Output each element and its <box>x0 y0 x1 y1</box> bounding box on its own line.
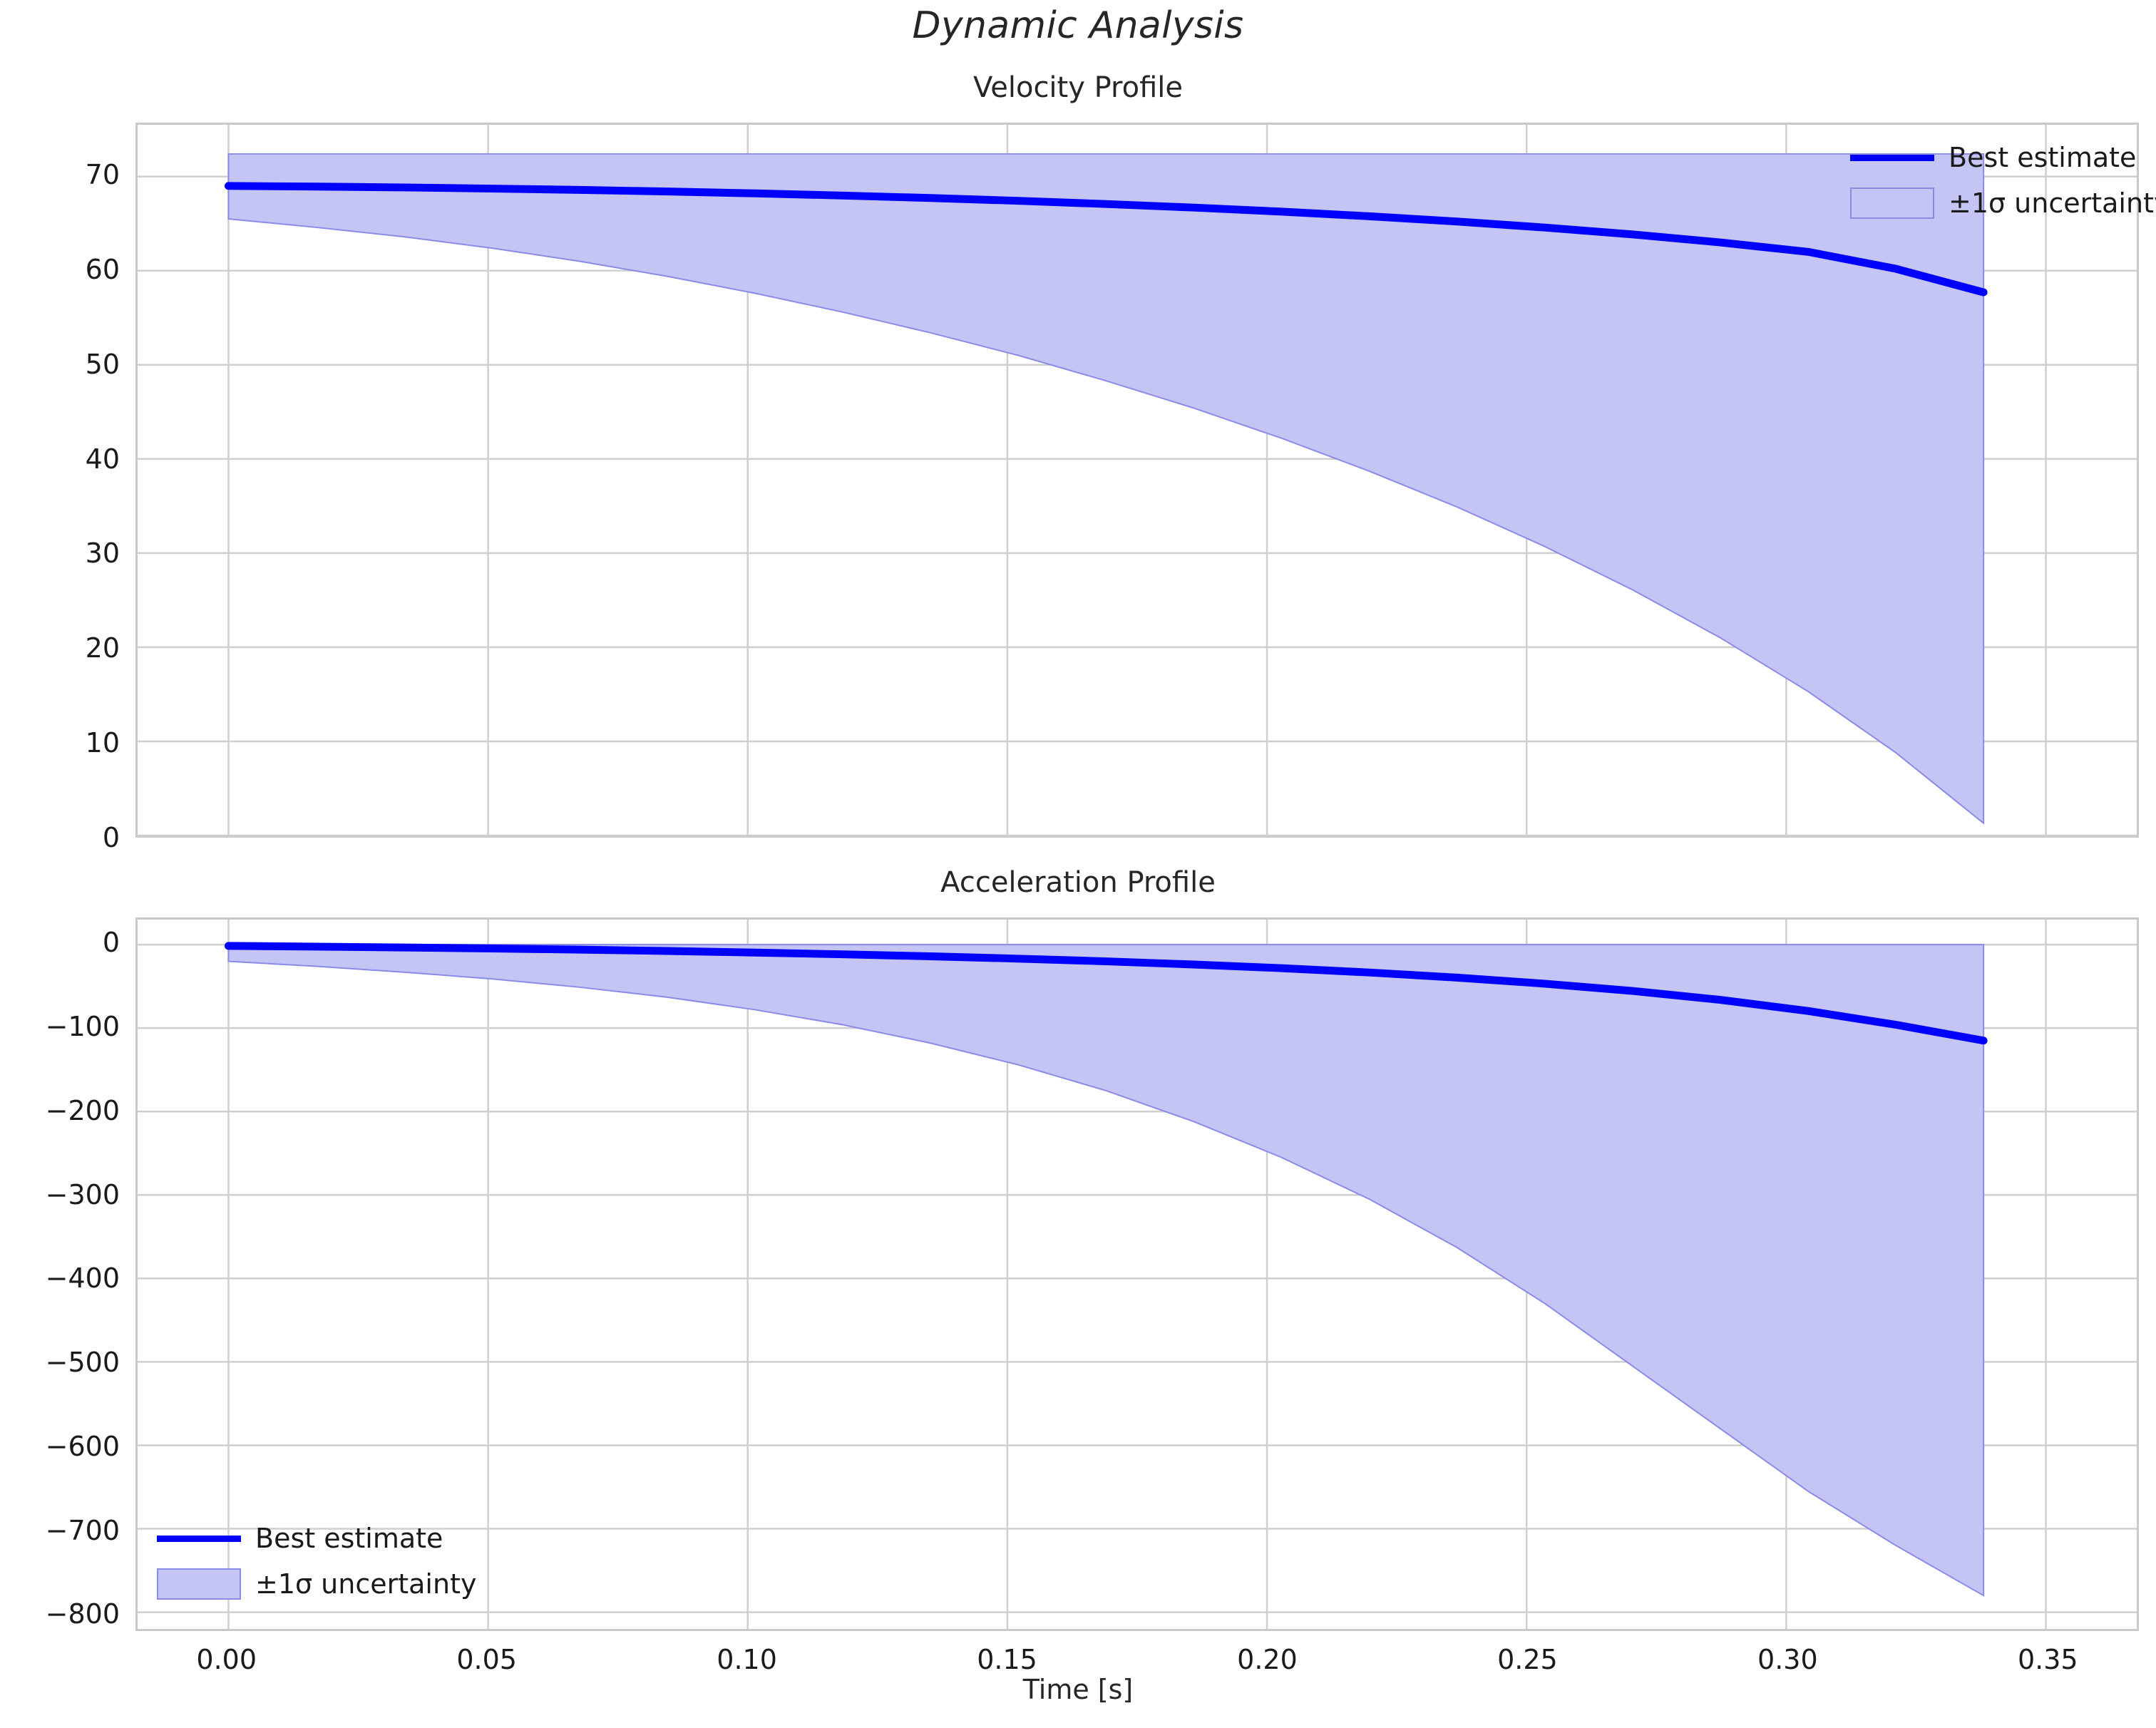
xtick-label: 0.15 <box>977 1644 1037 1675</box>
xtick-label: 0.10 <box>717 1644 777 1675</box>
acceleration-axes <box>135 917 2139 1631</box>
xtick-label: 0.20 <box>1237 1644 1298 1675</box>
acceleration-plot-area <box>138 920 2137 1629</box>
legend-band-swatch <box>157 1568 241 1600</box>
ytick-label: 0 <box>102 822 120 853</box>
ytick-label: −800 <box>45 1598 120 1630</box>
legend-label-best-estimate: Best estimate <box>255 1523 443 1554</box>
ytick-label: 70 <box>85 159 120 191</box>
ytick-label: 10 <box>85 727 120 759</box>
velocity-subplot-title: Velocity Profile <box>972 71 1183 104</box>
uncertainty-band <box>227 153 1985 825</box>
ytick-label: −500 <box>45 1347 120 1379</box>
xtick-label: 0.00 <box>196 1644 257 1675</box>
legend-entry-best-estimate: Best estimate <box>1850 141 2156 174</box>
ytick-label: −300 <box>45 1178 120 1210</box>
velocity-axes <box>135 123 2139 838</box>
legend-entry-uncertainty: ±1σ uncertainty <box>1850 187 2156 220</box>
ytick-label: 40 <box>85 443 120 475</box>
x-axis-label: Time [s] <box>1022 1674 1134 1705</box>
figure-suptitle: Dynamic Analysis <box>912 4 1244 47</box>
legend-line-swatch <box>157 1535 241 1542</box>
ytick-label: −200 <box>45 1094 120 1126</box>
best-estimate-line <box>224 942 1988 1045</box>
ytick-label: 50 <box>85 348 120 380</box>
legend-entry-best-estimate: Best estimate <box>157 1522 476 1555</box>
xtick-label: 0.30 <box>1757 1644 1818 1675</box>
legend-label-uncertainty: ±1σ uncertainty <box>255 1568 477 1600</box>
xtick-label: 0.35 <box>2017 1644 2078 1675</box>
ytick-label: −400 <box>45 1262 120 1295</box>
uncertainty-band <box>227 944 1985 1597</box>
velocity-legend: Best estimate ±1σ uncertainty <box>1850 141 2156 220</box>
velocity-plot-area <box>138 125 2137 837</box>
legend-label-best-estimate: Best estimate <box>1949 142 2137 173</box>
ytick-label: −100 <box>45 1011 120 1043</box>
acceleration-subplot-title: Acceleration Profile <box>940 866 1216 899</box>
xtick-label: 0.25 <box>1497 1644 1558 1675</box>
xtick-label: 0.05 <box>456 1644 517 1675</box>
ytick-label: −700 <box>45 1514 120 1546</box>
best-estimate-line <box>224 182 1988 297</box>
legend-line-swatch <box>1850 154 1934 161</box>
legend-band-swatch <box>1850 187 1934 219</box>
ytick-label: 20 <box>85 632 120 664</box>
ytick-label: 0 <box>102 927 120 959</box>
legend-entry-uncertainty: ±1σ uncertainty <box>157 1568 476 1600</box>
legend-label-uncertainty: ±1σ uncertainty <box>1949 187 2156 219</box>
acceleration-legend: Best estimate ±1σ uncertainty <box>157 1522 476 1600</box>
ytick-label: −600 <box>45 1430 120 1462</box>
ytick-label: 30 <box>85 538 120 570</box>
ytick-label: 60 <box>85 253 120 285</box>
